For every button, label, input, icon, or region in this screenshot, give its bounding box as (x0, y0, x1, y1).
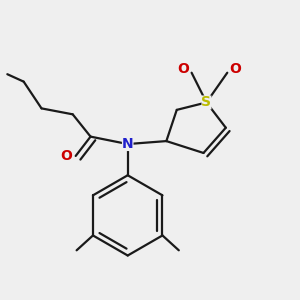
Text: O: O (177, 62, 189, 76)
Text: N: N (122, 137, 134, 151)
Text: O: O (230, 62, 242, 76)
Text: S: S (202, 95, 212, 110)
Text: O: O (60, 149, 72, 163)
